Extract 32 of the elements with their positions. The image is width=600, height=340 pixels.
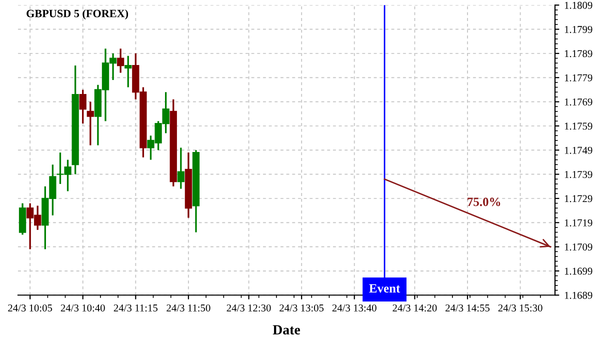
chart-title: GBPUSD 5 (FOREX) — [26, 9, 128, 20]
x-axis-title: Date — [272, 325, 300, 334]
x-tick-label: 24/3 10:05 — [8, 304, 52, 312]
y-tick-label: 1.1809 — [564, 2, 592, 9]
y-tick-label: 1.1799 — [564, 26, 592, 34]
y-tick-label: 1.1739 — [564, 170, 592, 178]
y-tick-label: 1.1709 — [564, 243, 592, 251]
annotation: 75.0% — [468, 198, 500, 206]
x-tick-label: 24/3 14:55 — [446, 304, 490, 312]
y-tick-label: 1.1689 — [564, 292, 592, 299]
y-tick-label: 1.1759 — [564, 122, 592, 130]
x-tick-label: 24/3 12:30 — [226, 304, 271, 312]
x-tick-label: 24/3 10:40 — [60, 304, 105, 312]
candlestick — [177, 146, 184, 190]
candlestick — [124, 55, 132, 88]
x-tick-label: 24/3 13:40 — [332, 304, 376, 312]
y-tick-label: 1.1729 — [564, 195, 592, 202]
x-tick-label: 24/3 11:15 — [114, 304, 158, 312]
x-tick-label: 24/3 11:50 — [166, 304, 210, 312]
x-tick-label: 24/3 14:20 — [392, 304, 437, 312]
candlestick — [86, 100, 94, 146]
x-tick-label: 24/3 13:05 — [280, 304, 324, 312]
ref-line-label: Event — [369, 284, 400, 293]
y-tick-label: 1.1779 — [564, 74, 592, 82]
y-tick-label: 1.1699 — [564, 268, 592, 275]
y-tick-label: 1.1789 — [564, 50, 592, 58]
candlestick — [117, 48, 124, 74]
y-tick-label: 1.1769 — [564, 98, 592, 106]
x-tick-label: 24/3 15:30 — [498, 304, 542, 312]
candlestick — [79, 88, 86, 124]
y-tick-label: 1.1749 — [564, 146, 592, 154]
y-tick-label: 1.1719 — [564, 219, 592, 226]
